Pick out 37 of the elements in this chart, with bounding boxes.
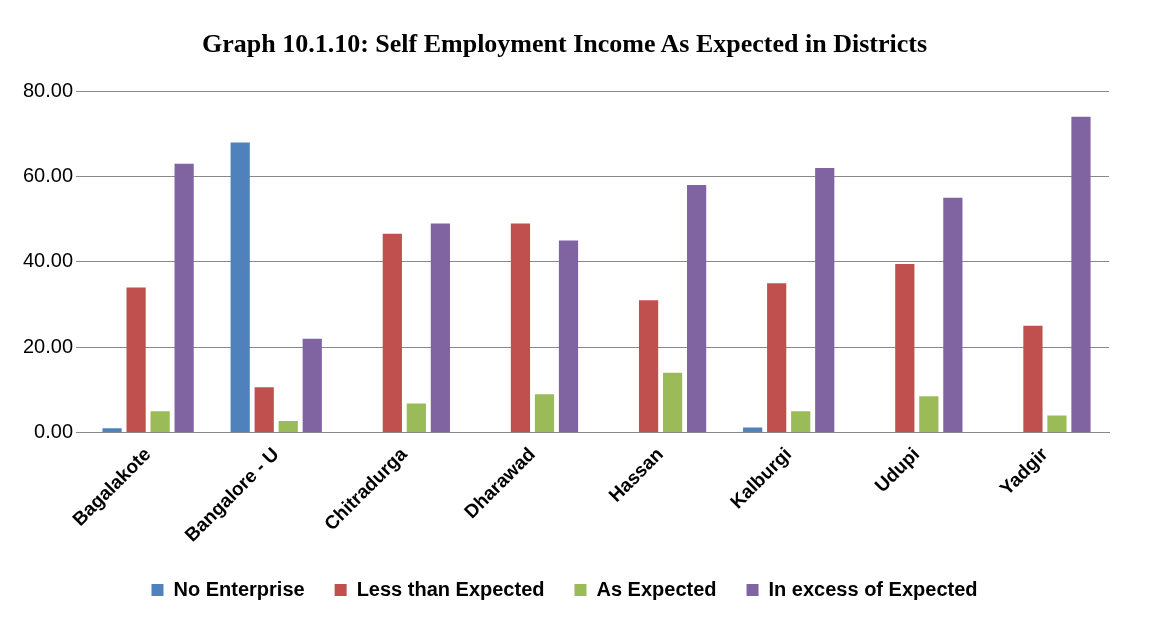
bar xyxy=(895,264,915,433)
chart-title: Graph 10.1.10: Self Employment Income As Expected in Districts xyxy=(201,29,928,59)
bar xyxy=(126,287,146,433)
y-tick-label: 80.00 xyxy=(22,78,74,101)
bar xyxy=(102,428,122,433)
bar xyxy=(1023,325,1043,433)
bar xyxy=(278,421,298,433)
bar xyxy=(430,223,450,433)
y-tick-label: 0.00 xyxy=(34,420,74,443)
bar xyxy=(174,163,194,433)
y-tick-label: 40.00 xyxy=(22,249,74,272)
bar xyxy=(406,403,426,433)
bar xyxy=(558,240,579,433)
legend-label: Less than Expected xyxy=(356,577,545,600)
bar xyxy=(943,197,963,433)
bar xyxy=(767,283,787,433)
legend-label: No Enterprise xyxy=(173,577,305,600)
bar xyxy=(1071,116,1091,433)
legend-label: As Expected xyxy=(596,577,717,600)
y-tick-label: 20.00 xyxy=(22,334,74,357)
bar xyxy=(302,338,322,433)
bar xyxy=(743,427,763,433)
bar xyxy=(534,394,555,433)
bar xyxy=(662,372,683,433)
bar xyxy=(382,233,402,433)
bar xyxy=(254,387,274,433)
bar xyxy=(687,185,707,433)
legend-label: In excess of Expected xyxy=(768,577,978,600)
bar xyxy=(230,142,250,433)
bar xyxy=(919,396,939,433)
bar xyxy=(510,223,531,433)
bar xyxy=(638,300,659,433)
bar xyxy=(1047,415,1067,433)
bar xyxy=(815,168,835,433)
bar xyxy=(791,411,811,433)
y-tick-label: 60.00 xyxy=(22,164,74,187)
bar xyxy=(150,411,170,433)
